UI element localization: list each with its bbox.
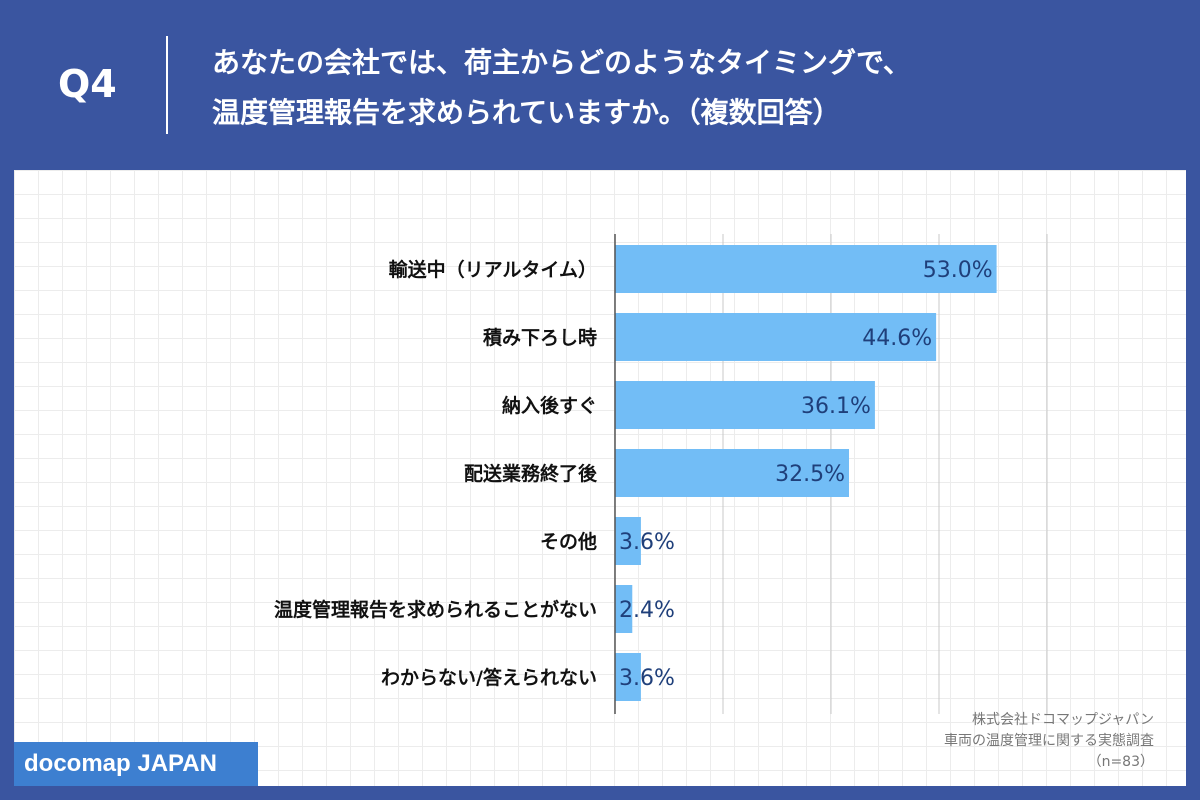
bar — [615, 381, 875, 429]
header: Q4 あなたの会社では、荷主からどのようなタイミングで、 温度管理報告を求められ… — [0, 0, 1200, 170]
question-line-2: 温度管理報告を求められていますか。（複数回答） — [212, 96, 841, 129]
bar — [615, 313, 937, 361]
value-label: 3.6% — [619, 666, 675, 691]
value-label: 2.4% — [619, 598, 675, 623]
category-label: 輸送中（リアルタイム） — [389, 258, 597, 281]
category-label: 納入後すぐ — [502, 394, 597, 417]
category-label: 温度管理報告を求められることがない — [274, 598, 597, 621]
source-company: 株式会社ドコマップジャパン — [972, 712, 1154, 728]
question-text: あなたの会社では、荷主からどのようなタイミングで、 温度管理報告を求められていま… — [212, 38, 1172, 138]
header-divider — [166, 36, 168, 134]
bar — [615, 585, 633, 633]
question-line-1: あなたの会社では、荷主からどのようなタイミングで、 — [212, 46, 911, 79]
source-note: 株式会社ドコマップジャパン 車両の温度管理に関する実態調査 （n=83） — [944, 710, 1154, 773]
bar — [615, 517, 641, 565]
value-label: 53.0% — [923, 258, 993, 283]
value-label: 32.5% — [775, 462, 845, 487]
value-label: 44.6% — [862, 326, 932, 351]
value-label: 36.1% — [801, 394, 871, 419]
category-label: わからない/答えられない — [381, 666, 597, 689]
source-survey: 車両の温度管理に関する実態調査 — [944, 733, 1154, 749]
brand-logo: docomap JAPAN — [14, 742, 258, 786]
bar — [615, 653, 641, 701]
bar — [615, 245, 997, 293]
value-label: 3.6% — [619, 530, 675, 555]
chart-panel: 輸送中（リアルタイム） 53.0% 積み下ろし時 44.6% 納入後すぐ 36.1% 配送業… — [14, 170, 1186, 786]
bar-chart: 輸送中（リアルタイム） 53.0% 積み下ろし時 44.6% 納入後すぐ 36.1% 配送業… — [274, 234, 1048, 714]
source-sample-size: （n=83） — [1087, 754, 1154, 770]
category-label: 配送業務終了後 — [464, 462, 598, 485]
question-number: Q4 — [58, 62, 117, 106]
bar — [615, 449, 849, 497]
category-label: その他 — [540, 530, 597, 553]
category-label: 積み下ろし時 — [483, 326, 597, 349]
